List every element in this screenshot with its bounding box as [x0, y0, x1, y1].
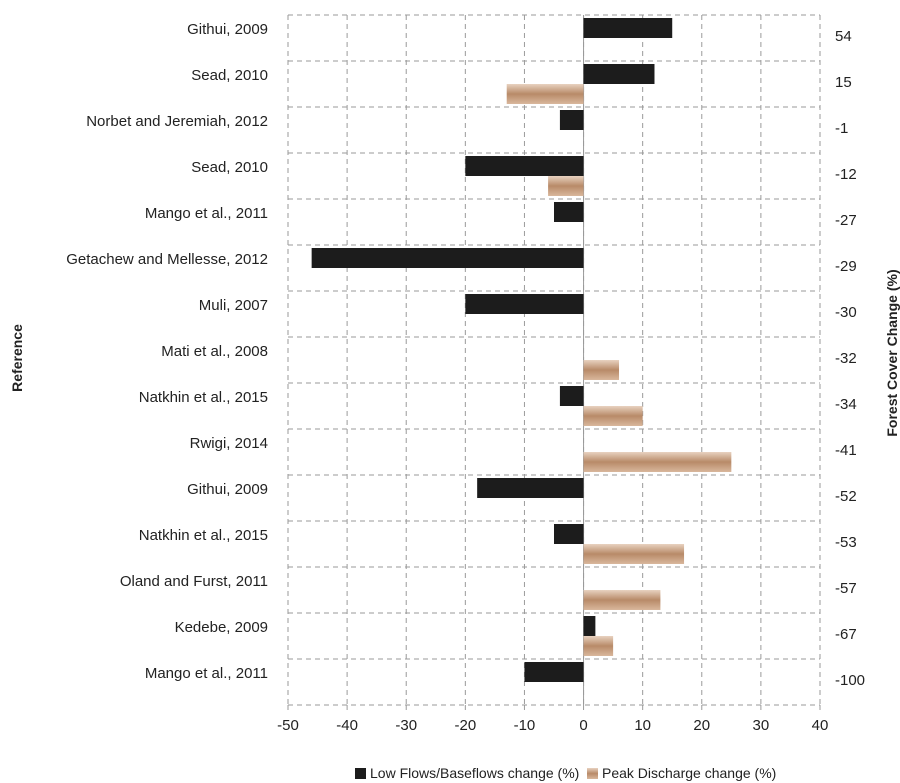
forest-cover-label: -32 — [835, 350, 857, 367]
forest-cover-label: -1 — [835, 120, 848, 137]
reference-label: Mango et al., 2011 — [145, 205, 268, 222]
reference-label: Mango et al., 2011 — [145, 665, 268, 682]
x-tick-label: -30 — [395, 717, 417, 734]
low-flows-bar — [583, 616, 596, 636]
forest-cover-label: 15 — [835, 74, 852, 91]
forest-cover-label: -29 — [835, 258, 857, 275]
reference-label: Natkhin et al., 2015 — [139, 527, 268, 544]
low-flows-bar — [465, 156, 584, 176]
reference-label: Natkhin et al., 2015 — [139, 389, 268, 406]
reference-label: Muli, 2007 — [199, 297, 268, 314]
peak-discharge-bar — [583, 544, 685, 564]
forest-cover-label: -12 — [835, 166, 857, 183]
x-tick-label: -50 — [277, 717, 299, 734]
reference-label: Githui, 2009 — [187, 481, 268, 498]
x-tick-label: -20 — [454, 717, 476, 734]
forest-cover-label: -53 — [835, 534, 857, 551]
y-axis-title: Reference — [9, 324, 25, 392]
reference-label: Sead, 2010 — [191, 159, 268, 176]
peak-discharge-bar — [583, 360, 620, 380]
reference-label: Githui, 2009 — [187, 21, 268, 38]
forest-cover-label: -100 — [835, 672, 865, 689]
low-flows-bar — [477, 478, 584, 498]
reference-label: Kedebe, 2009 — [175, 619, 268, 636]
legend-label-low-flows: Low Flows/Baseflows change (%) — [370, 765, 579, 781]
grid-layer — [287, 14, 821, 710]
forest-cover-label: -67 — [835, 626, 857, 643]
reference-label: Mati et al., 2008 — [161, 343, 268, 360]
reference-label: Sead, 2010 — [191, 67, 268, 84]
peak-discharge-bar — [583, 590, 661, 610]
peak-discharge-bar — [583, 636, 614, 656]
low-flows-bar — [524, 662, 584, 682]
x-tick-label: 10 — [634, 717, 651, 734]
low-flows-bar — [559, 110, 584, 130]
low-flows-bar — [583, 64, 655, 84]
low-flows-bar — [465, 294, 584, 314]
reference-label: Getachew and Mellesse, 2012 — [66, 251, 268, 268]
reference-label: Norbet and Jeremiah, 2012 — [86, 113, 268, 130]
forest-cover-label: -34 — [835, 396, 857, 413]
legend-label-peak-discharge: Peak Discharge change (%) — [602, 765, 776, 781]
forest-cover-label: -41 — [835, 442, 857, 459]
peak-discharge-bar — [548, 176, 584, 196]
low-flows-bar — [559, 386, 584, 406]
peak-discharge-bar — [506, 84, 584, 104]
x-tick-label: 0 — [579, 717, 587, 734]
reference-label: Rwigi, 2014 — [190, 435, 268, 452]
x-tick-label: 20 — [693, 717, 710, 734]
legend-swatch-low-flows — [355, 768, 366, 779]
peak-discharge-bar — [583, 406, 643, 426]
x-tick-label: -40 — [336, 717, 358, 734]
peak-discharge-bar — [583, 452, 732, 472]
secondary-y-axis-title: Forest Cover Change (%) — [884, 269, 900, 436]
forest-cover-label: 54 — [835, 28, 852, 45]
x-tick-label: -10 — [514, 717, 536, 734]
legend-swatch-peak-discharge — [587, 768, 598, 779]
reference-label: Oland and Furst, 2011 — [120, 573, 268, 590]
low-flows-bar — [583, 18, 673, 38]
forest-cover-label: -57 — [835, 580, 857, 597]
low-flows-bar — [554, 202, 584, 222]
legend: Low Flows/Baseflows change (%) Peak Disc… — [355, 765, 776, 781]
x-tick-label: 40 — [812, 717, 829, 734]
x-tick-label: 30 — [753, 717, 770, 734]
bars-layer — [311, 18, 732, 682]
low-flows-bar — [554, 524, 584, 544]
low-flows-bar — [311, 248, 584, 268]
forest-cover-label: -30 — [835, 304, 857, 321]
forest-cover-label: -27 — [835, 212, 857, 229]
forest-cover-label: -52 — [835, 488, 857, 505]
